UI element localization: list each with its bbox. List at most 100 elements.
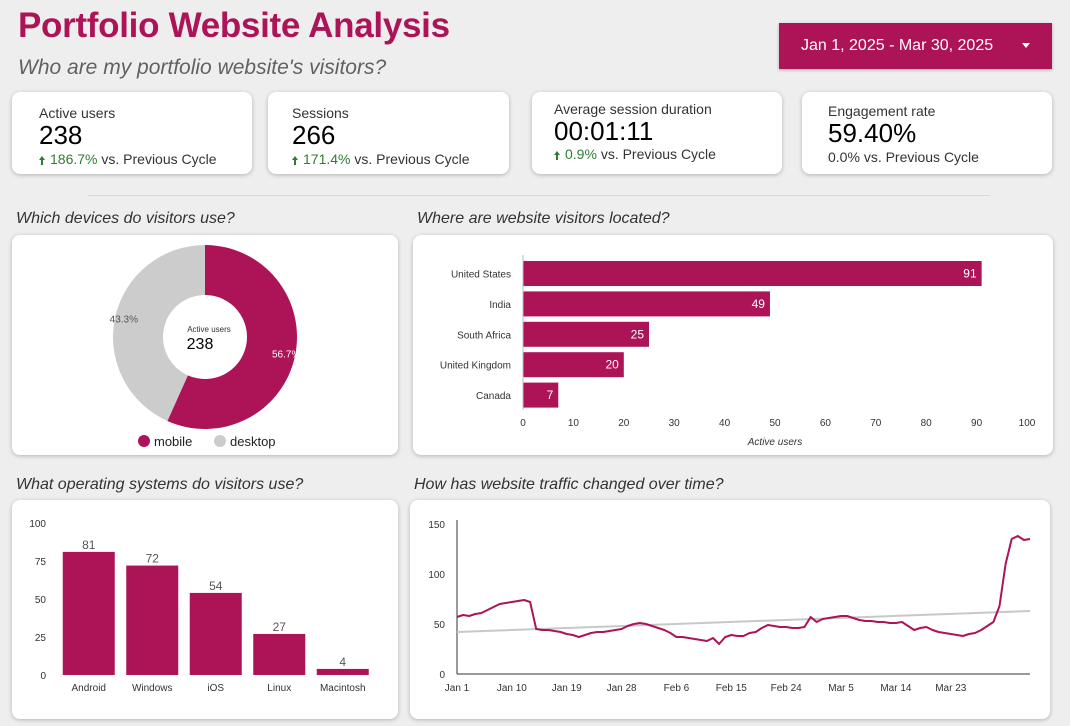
donut-slice-label: 43.3%: [110, 315, 138, 326]
location-bar-value: 25: [631, 327, 645, 341]
legend-marker-mobile: [138, 435, 150, 447]
location-bar-value: 20: [605, 358, 619, 372]
os-category-label: Macintosh: [320, 683, 366, 694]
location-x-tick: 30: [669, 418, 681, 429]
kpi-card-engagement-rate: Engagement rate 59.40% 0.0% vs. Previous…: [802, 92, 1052, 174]
locations-chart-card: 91 49 25 20 7 United States India South Africa…: [413, 235, 1053, 455]
os-chart-card: 0 25 50 75 100 Android Windows iOS Linux Macintos…: [12, 500, 398, 719]
kpi-card-active-users: Active users 238 186.7% vs. Previous Cyc…: [12, 92, 252, 174]
os-bar-value: 81: [82, 538, 96, 552]
kpi-value: 238: [39, 120, 83, 150]
location-bar[interactable]: [523, 321, 649, 347]
os-category-label: Android: [72, 683, 106, 694]
os-y-tick: 50: [35, 595, 47, 606]
kpi-value: 00:01:11: [554, 116, 654, 146]
traffic-x-tick: Feb 6: [664, 683, 690, 694]
traffic-trend-line: [456, 610, 1031, 633]
kpi-delta: 0.9% vs. Previous Cycle: [554, 146, 716, 162]
donut-slice-mobile[interactable]: [167, 245, 297, 429]
kpi-card-sessions: Sessions 266 171.4% vs. Previous Cycle: [268, 92, 509, 174]
legend-label-mobile: mobile: [154, 434, 192, 449]
os-y-tick: 25: [35, 633, 47, 644]
os-bar-value: 72: [146, 552, 160, 566]
arrow-up-icon: [292, 156, 298, 165]
traffic-x-tick: Feb 15: [716, 683, 748, 694]
locations-bar-chart: 91 49 25 20 7 United States India South Africa…: [440, 255, 1036, 448]
kpi-delta: 0.0% vs. Previous Cycle: [828, 149, 979, 165]
location-category-label: United States: [451, 270, 511, 281]
location-category-label: South Africa: [457, 330, 511, 341]
location-x-tick: 40: [719, 418, 731, 429]
location-x-tick: 0: [520, 418, 526, 429]
location-x-tick: 90: [971, 418, 983, 429]
devices-chart-card: 56.7% 43.3% Active users 238 mobile deskto…: [12, 235, 398, 455]
location-bar[interactable]: [523, 352, 624, 378]
traffic-x-tick: Jan 1: [445, 683, 470, 694]
location-category-label: United Kingdom: [440, 361, 511, 372]
kpi-delta: 171.4% vs. Previous Cycle: [292, 151, 470, 167]
os-bar[interactable]: [253, 633, 306, 675]
os-section-title: What operating systems do visitors use?: [16, 476, 304, 493]
kpi-label: Sessions: [292, 105, 349, 121]
date-range-picker[interactable]: Jan 1, 2025 - Mar 30, 2025: [779, 23, 1052, 69]
location-bar-value: 49: [752, 297, 766, 311]
kpi-value: 59.40%: [828, 118, 917, 148]
traffic-x-tick: Jan 19: [552, 683, 582, 694]
os-y-tick: 75: [35, 557, 47, 568]
date-range-label: Jan 1, 2025 - Mar 30, 2025: [801, 37, 994, 54]
kpi-label: Average session duration: [554, 101, 712, 117]
location-x-tick: 100: [1019, 418, 1036, 429]
traffic-chart-card: 0 50 100 150 Jan 1 Jan 10 Jan 19 Jan 28 Feb 6 Feb…: [410, 500, 1050, 719]
donut-slice-desktop[interactable]: [112, 245, 205, 421]
traffic-x-tick: Mar 23: [935, 683, 967, 694]
kpi-label: Active users: [39, 105, 116, 121]
kpi-value: 266: [292, 120, 336, 150]
os-category-label: Windows: [132, 683, 173, 694]
traffic-series-line[interactable]: [456, 535, 1031, 645]
traffic-line-chart: 0 50 100 150 Jan 1 Jan 10 Jan 19 Jan 28 Feb 6 Feb…: [428, 520, 1031, 694]
os-y-tick: 100: [29, 519, 46, 530]
location-bar[interactable]: [523, 291, 770, 317]
os-bar-value: 27: [273, 620, 287, 634]
location-category-label: Canada: [476, 391, 511, 402]
os-bar-value: 4: [339, 655, 346, 669]
traffic-x-tick: Jan 28: [607, 683, 637, 694]
page-subtitle: Who are my portfolio website's visitors?: [18, 56, 387, 79]
traffic-section-title: How has website traffic changed over tim…: [414, 476, 724, 493]
location-x-tick: 80: [921, 418, 933, 429]
traffic-x-tick: Mar 14: [880, 683, 912, 694]
os-bar[interactable]: [126, 565, 179, 675]
chevron-down-icon[interactable]: [1022, 43, 1030, 48]
donut-center-value: 238: [187, 336, 214, 353]
traffic-y-tick: 100: [428, 570, 445, 581]
location-bar[interactable]: [523, 261, 982, 286]
os-bar[interactable]: [62, 551, 115, 675]
os-category-label: iOS: [207, 683, 224, 694]
location-x-tick: 50: [769, 418, 781, 429]
arrow-up-icon: [39, 156, 45, 165]
traffic-y-tick: 150: [428, 520, 445, 531]
location-x-tick: 10: [568, 418, 580, 429]
donut-slice-label: 56.7%: [272, 349, 300, 360]
location-bar[interactable]: [523, 382, 559, 408]
location-bar-value: 91: [963, 267, 977, 281]
location-x-tick: 70: [870, 418, 882, 429]
traffic-x-tick: Jan 10: [497, 683, 527, 694]
os-category-label: Linux: [267, 683, 291, 694]
location-bar-value: 7: [547, 388, 554, 402]
os-bar[interactable]: [316, 668, 369, 675]
section-divider: [88, 195, 990, 196]
os-y-tick: 0: [40, 671, 46, 682]
devices-donut-chart: 56.7% 43.3% Active users 238 mobile deskto…: [110, 245, 300, 449]
location-x-tick: 60: [820, 418, 832, 429]
devices-section-title: Which devices do visitors use?: [16, 210, 235, 227]
kpi-delta: 186.7% vs. Previous Cycle: [39, 151, 217, 167]
legend-label-desktop: desktop: [230, 434, 276, 449]
location-x-tick: 20: [618, 418, 630, 429]
legend-marker-desktop: [214, 435, 226, 447]
arrow-up-icon: [554, 151, 560, 160]
kpi-card-session-duration: Average session duration 00:01:11 0.9% v…: [532, 92, 782, 174]
os-bar[interactable]: [189, 592, 242, 675]
locations-section-title: Where are website visitors located?: [417, 210, 670, 227]
traffic-x-tick: Mar 5: [828, 683, 854, 694]
